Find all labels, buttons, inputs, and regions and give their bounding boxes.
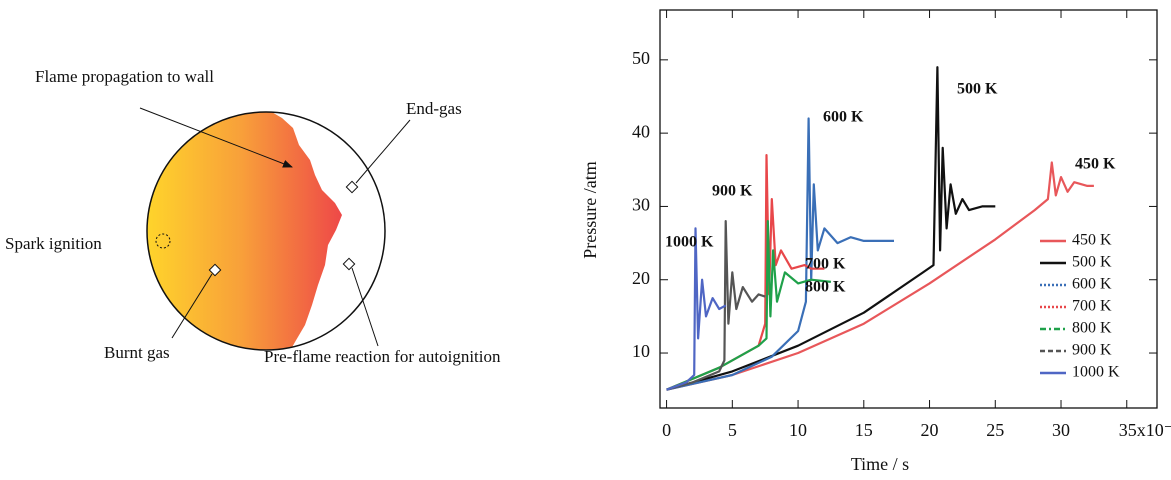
- burnt-marker: [208, 263, 222, 277]
- curve-label: 450 K: [1075, 156, 1116, 173]
- y-tick-label: 20: [632, 268, 650, 288]
- series-line: [666, 220, 766, 391]
- engine-diagram: Flame propagation to wall End-gas Spark …: [5, 67, 501, 366]
- legend-label: 1000 K: [1072, 364, 1120, 381]
- x-tick-label: 35x10⁻³: [1119, 420, 1171, 440]
- label: End-gas: [406, 99, 462, 118]
- legend-label: 700 K: [1072, 298, 1112, 315]
- curve-label: 800 K: [805, 279, 846, 296]
- x-tick-label: 10: [789, 420, 807, 440]
- label: Burnt gas: [104, 343, 170, 362]
- cylinder-outline: [146, 111, 386, 351]
- label: Spark ignition: [5, 234, 102, 253]
- curve-label: 500 K: [957, 81, 998, 98]
- preflame-marker: [342, 257, 356, 271]
- legend-label: 450 K: [1072, 232, 1112, 249]
- y-axis-label: Pressure /atm: [580, 161, 600, 258]
- curve-label: 600 K: [823, 109, 864, 126]
- series-line: [666, 220, 832, 391]
- series-line: [666, 66, 996, 391]
- leader-arrow: [139, 107, 293, 168]
- legend-label: 800 K: [1072, 320, 1112, 337]
- series-line: [666, 227, 727, 391]
- y-tick-label: 10: [632, 341, 650, 361]
- plot-frame: [659, 9, 1158, 409]
- leader-line: [171, 273, 213, 339]
- curve-label: 1000 K: [665, 234, 714, 251]
- spark-marker: [155, 233, 171, 249]
- curve-label: 700 K: [805, 256, 846, 273]
- x-tick-label: 15: [855, 420, 873, 440]
- y-tick-label: 50: [632, 48, 650, 68]
- x-tick-label: 30: [1052, 420, 1070, 440]
- leader-line: [351, 267, 379, 347]
- x-tick-label: 0: [662, 420, 671, 440]
- endgas-marker: [345, 180, 359, 194]
- legend-label: 600 K: [1072, 276, 1112, 293]
- y-tick-label: 30: [632, 195, 650, 215]
- x-tick-label: 5: [728, 420, 737, 440]
- legend-label: 500 K: [1072, 254, 1112, 271]
- x-tick-label: 20: [921, 420, 939, 440]
- series-line: [666, 161, 1094, 391]
- chart: Time / s Pressure /atm 0 5 10 15 20 25 30 35x10…: [580, 9, 1171, 474]
- x-axis-label: Time / s: [851, 454, 909, 474]
- label: Flame propagation to wall: [35, 67, 214, 86]
- legend-label: 900 K: [1072, 342, 1112, 359]
- label: Pre-flame reaction for autoignition: [264, 347, 501, 366]
- series-line: [666, 117, 894, 391]
- curve-label: 900 K: [712, 183, 753, 200]
- leader-line: [355, 119, 411, 184]
- plot-lines: [666, 66, 1094, 391]
- y-tick-label: 40: [632, 121, 650, 141]
- x-tick-label: 25: [986, 420, 1004, 440]
